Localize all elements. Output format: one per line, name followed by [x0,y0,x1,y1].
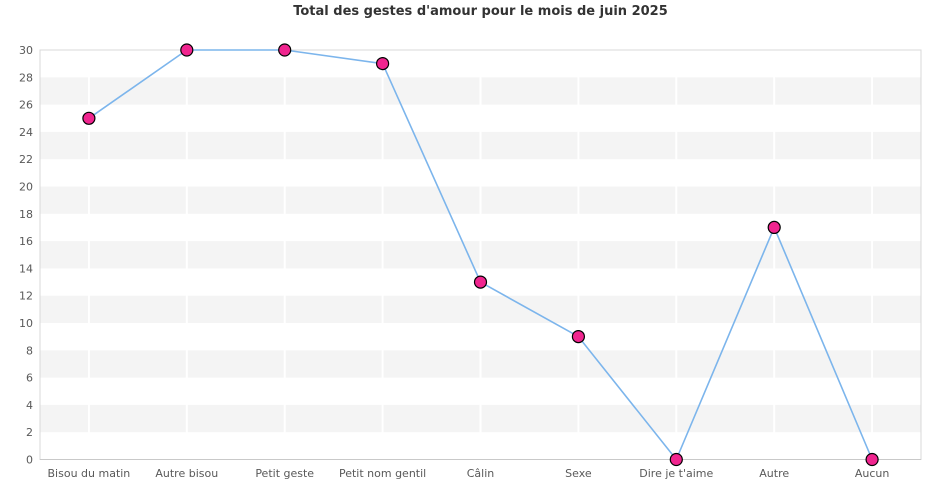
data-point[interactable] [571,330,586,344]
data-point[interactable] [767,220,781,234]
x-axis-label: Petit nom gentil [339,467,426,480]
y-axis-label: 2 [26,426,33,439]
y-axis-label: 26 [19,99,33,112]
x-axis-label: Autre bisou [155,467,218,480]
y-axis-label: 28 [19,71,33,84]
y-axis-label: 16 [19,235,33,248]
data-point[interactable] [278,43,292,57]
data-point[interactable] [82,111,96,125]
data-point[interactable] [473,275,488,289]
x-axis-label: Sexe [565,467,592,480]
data-point[interactable] [180,43,194,57]
x-axis-label: Autre [759,467,789,480]
y-axis-label: 22 [19,153,33,166]
y-axis-label: 24 [19,126,33,139]
chart-title: Total des gestes d'amour pour le mois de… [293,4,668,19]
data-point[interactable] [376,56,390,71]
x-axis-label: Petit geste [255,467,314,480]
y-axis-label: 12 [19,290,33,303]
y-axis-label: 14 [19,262,33,275]
x-axis-label: Bisou du matin [48,467,131,480]
y-axis-label: 20 [19,181,33,194]
x-axis-label: Aucun [855,467,890,480]
y-axis-label: 4 [26,399,33,412]
y-axis-label: 18 [19,208,33,221]
y-axis-label: 0 [26,454,33,467]
y-axis-label: 10 [19,317,33,330]
x-axis-label: Câlin [467,467,495,480]
data-point[interactable] [865,452,879,467]
y-axis-label: 30 [19,44,33,57]
data-point[interactable] [669,452,683,467]
y-axis-label: 8 [26,344,33,357]
y-axis-label: 6 [26,372,33,385]
x-axis-label: Dire je t'aime [639,467,713,480]
